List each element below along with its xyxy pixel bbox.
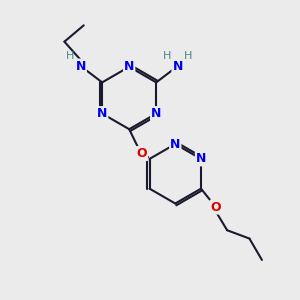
Text: H: H	[66, 51, 75, 61]
Text: H: H	[163, 51, 171, 61]
Text: O: O	[136, 147, 147, 160]
Text: N: N	[124, 60, 134, 73]
Text: N: N	[172, 59, 183, 73]
Text: N: N	[97, 107, 107, 120]
Text: H: H	[184, 51, 192, 61]
Text: N: N	[196, 152, 206, 165]
Text: N: N	[151, 107, 161, 120]
Text: O: O	[211, 201, 221, 214]
Text: N: N	[76, 59, 86, 73]
Text: N: N	[170, 138, 181, 151]
